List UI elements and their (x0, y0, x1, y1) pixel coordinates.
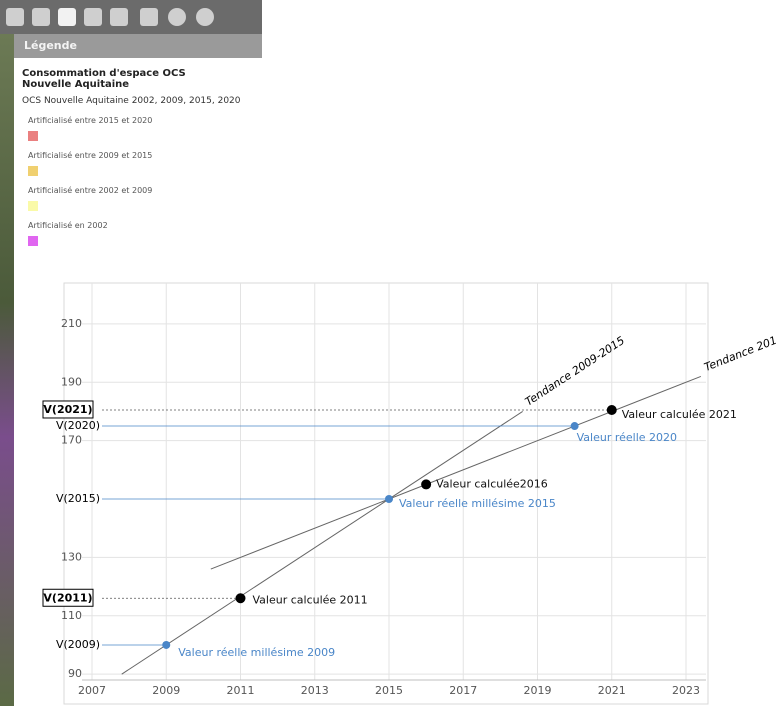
data-point (385, 495, 393, 503)
screenshot: Légende Consommation d'espace OCS Nouvel… (0, 0, 776, 706)
point-label: Valeur calculée 2021 (622, 408, 737, 421)
reference-label: V(2021) (43, 403, 92, 416)
x-tick-label: 2021 (598, 684, 626, 697)
data-point (607, 405, 617, 415)
x-tick-label: 2023 (672, 684, 700, 697)
data-point (571, 422, 579, 430)
point-label: Valeur réelle 2020 (577, 431, 677, 444)
chart: 2007 2009 2011 2013 2015 2017 2019 2021 2023 90 11… (0, 0, 776, 706)
y-tick-label: 210 (61, 317, 82, 330)
data-point (236, 593, 246, 603)
x-tick-label: 2017 (449, 684, 477, 697)
y-tick-label: 130 (61, 550, 82, 563)
x-tick-label: 2013 (301, 684, 329, 697)
trend-label: Tendance 2015-2020 (702, 319, 776, 374)
point-label: Valeur calculée2016 (436, 477, 548, 490)
y-tick-label: 90 (68, 667, 82, 680)
x-tick-label: 2007 (78, 684, 106, 697)
point-label: Valeur réelle millésime 2009 (178, 646, 335, 659)
data-point (421, 479, 431, 489)
x-tick-label: 2009 (152, 684, 180, 697)
x-tick-label: 2011 (227, 684, 255, 697)
reference-label: V(2015) (56, 492, 100, 505)
y-tick-label: 190 (61, 375, 82, 388)
point-label: Valeur réelle millésime 2015 (399, 497, 556, 510)
reference-label: V(2020) (56, 419, 100, 432)
y-tick-label: 170 (61, 434, 82, 447)
x-tick-label: 2015 (375, 684, 403, 697)
point-label: Valeur calculée 2011 (253, 593, 368, 606)
reference-label: V(2011) (43, 591, 92, 604)
x-tick-label: 2019 (524, 684, 552, 697)
reference-label: V(2009) (56, 638, 100, 651)
data-point (162, 641, 170, 649)
y-tick-label: 110 (61, 609, 82, 622)
